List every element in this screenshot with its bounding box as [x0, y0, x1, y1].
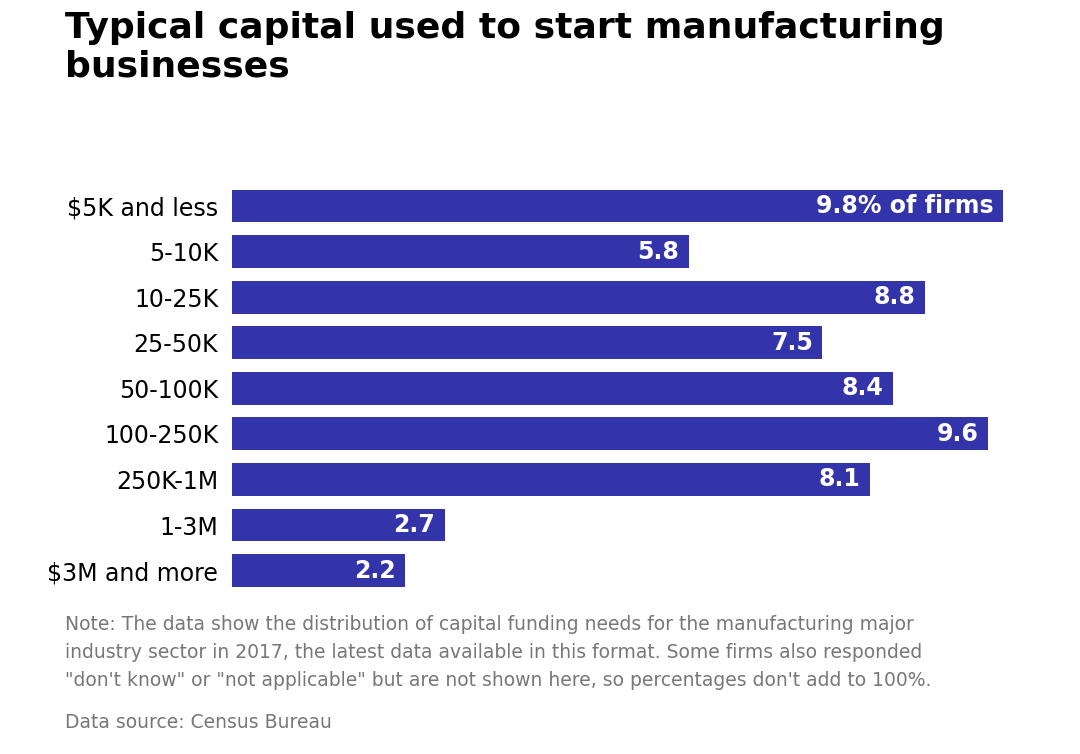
Text: 9.8% of firms: 9.8% of firms — [816, 194, 994, 218]
Text: 2.7: 2.7 — [393, 513, 435, 537]
Text: 7.5: 7.5 — [771, 331, 813, 354]
Text: Note: The data show the distribution of capital funding needs for the manufactur: Note: The data show the distribution of … — [65, 615, 931, 689]
Bar — [232, 418, 987, 450]
Text: 9.6: 9.6 — [936, 422, 978, 446]
Bar — [232, 554, 405, 587]
Bar — [232, 235, 689, 268]
Bar — [232, 463, 869, 496]
Text: 8.1: 8.1 — [819, 467, 860, 492]
Bar — [232, 189, 1003, 222]
Text: 2.2: 2.2 — [354, 559, 396, 583]
Text: 8.8: 8.8 — [874, 285, 915, 309]
Bar — [232, 280, 924, 314]
Bar — [232, 326, 822, 359]
Text: businesses: businesses — [65, 49, 289, 83]
Bar — [232, 509, 445, 541]
Text: Typical capital used to start manufacturing: Typical capital used to start manufactur… — [65, 11, 945, 45]
Text: 8.4: 8.4 — [842, 376, 883, 400]
Text: Data source: Census Bureau: Data source: Census Bureau — [65, 713, 332, 731]
Bar — [232, 372, 893, 405]
Text: 5.8: 5.8 — [637, 240, 679, 264]
